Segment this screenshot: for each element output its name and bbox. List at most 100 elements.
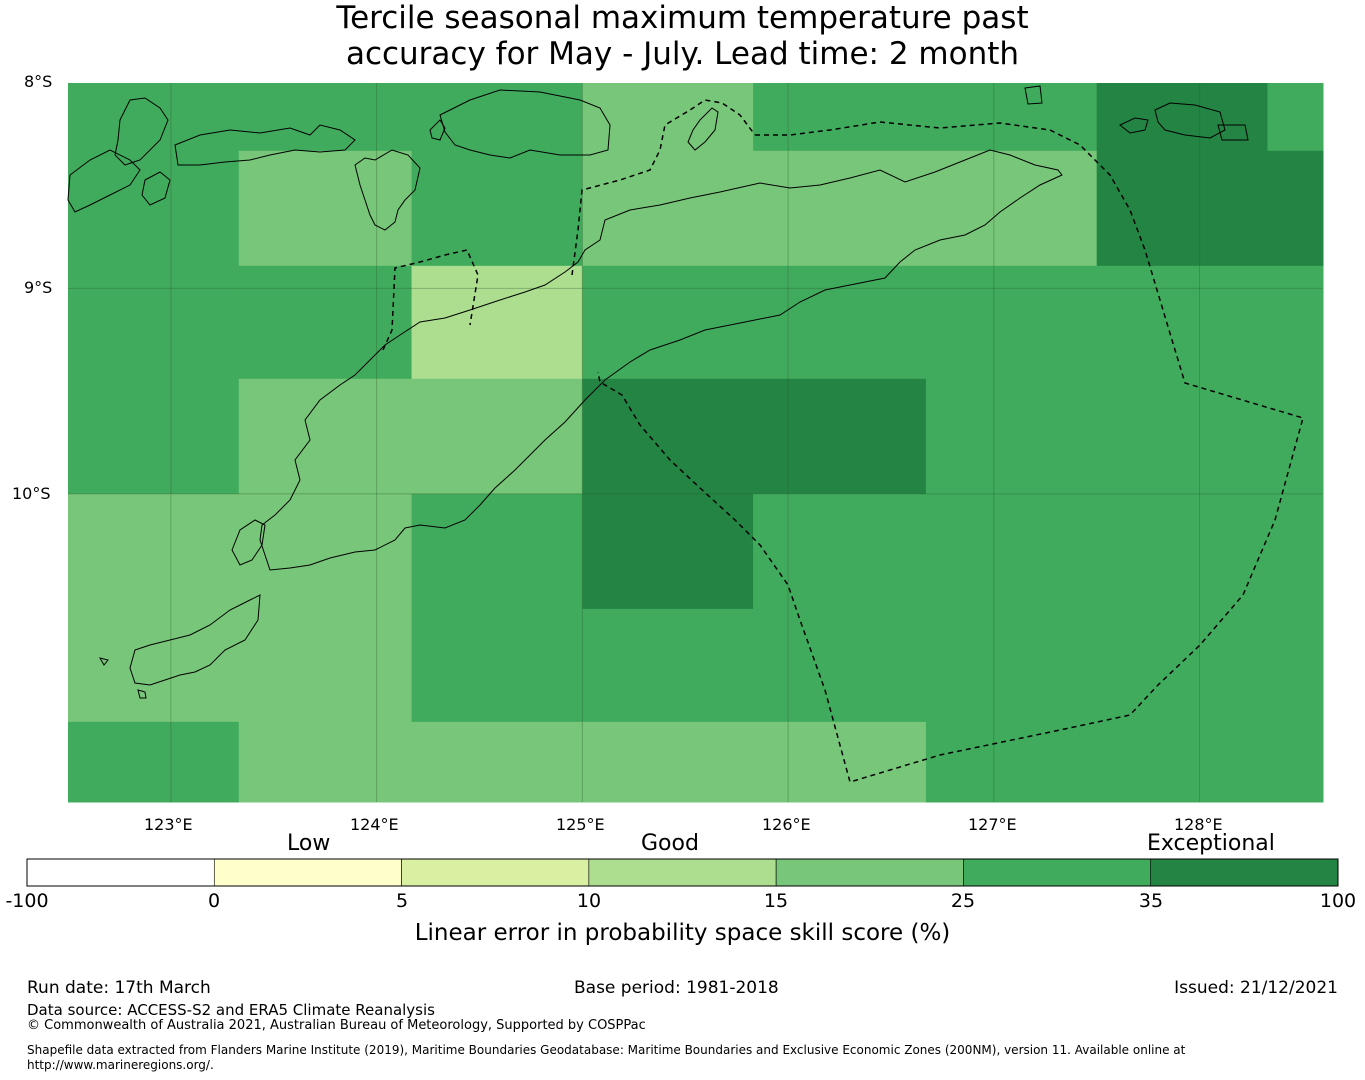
islet-moa [1154, 102, 1226, 139]
skill-cell [582, 608, 754, 723]
category-good: Good [641, 831, 699, 856]
lat-label-10s: 10°S [12, 484, 51, 503]
adonara-coastline [141, 171, 171, 206]
skill-cell [753, 265, 927, 380]
islet-lakor [1217, 124, 1249, 141]
shapefile-credit-line-2: http://www.marineregions.org/. [27, 1058, 214, 1072]
skill-cell [68, 493, 240, 610]
colorbar-swatch [963, 858, 1152, 887]
issued-date: Issued: 21/12/2021 [1174, 978, 1338, 998]
skill-cell [238, 608, 413, 723]
chart-title-line-2: accuracy for May - July. Lead time: 2 mo… [345, 36, 1020, 72]
skill-cell [1096, 265, 1268, 380]
colorbar-tick-minus100: -100 [5, 890, 49, 912]
lon-label-123e: 123°E [144, 815, 193, 834]
colorbar-swatch [401, 858, 590, 887]
skill-cell [238, 721, 413, 803]
semau-coastline [231, 519, 266, 566]
colorbar-swatch [1150, 858, 1339, 887]
lat-label-9s: 9°S [24, 278, 53, 297]
skill-cell [582, 493, 754, 610]
category-low: Low [287, 831, 331, 856]
copyright: © Commonwealth of Australia 2021, Austra… [27, 1018, 646, 1033]
skill-cell [238, 378, 413, 495]
islet-3 [98, 657, 109, 666]
islet-4 [137, 689, 147, 699]
maritime-boundary [382, 99, 1304, 783]
timor-coastline [259, 149, 1063, 571]
rote-coastline [129, 594, 261, 686]
colorbar-swatch [775, 858, 964, 887]
lon-label-126e: 126°E [762, 815, 811, 834]
colorbar-tick-0: 0 [207, 890, 221, 912]
skill-cell [1096, 721, 1268, 803]
skill-cell [68, 378, 240, 495]
graticule [68, 83, 1323, 802]
skill-cell [68, 150, 240, 267]
chart-title-line-1: Tercile seasonal maximum temperature pas… [336, 0, 1029, 36]
skill-cell [1267, 721, 1324, 803]
skill-cell [238, 83, 413, 152]
coastline [67, 85, 1249, 699]
colorbar-tick-35: 35 [1138, 890, 1164, 912]
skill-cell [68, 608, 240, 723]
north-eez-boundary [571, 99, 756, 276]
colorbar-swatch [213, 858, 402, 887]
lon-label-128e: 128°E [1174, 815, 1223, 834]
alor-coastline [174, 124, 356, 166]
lon-label-125e: 125°E [556, 815, 605, 834]
skill-cell [68, 721, 240, 803]
skill-cell [753, 378, 927, 495]
islet-leti [1119, 117, 1149, 134]
skill-cell [1267, 493, 1324, 610]
colorbar-swatch [588, 858, 777, 887]
skill-cell [411, 378, 583, 495]
skill-cell [925, 265, 1098, 380]
lon-label-127e: 127°E [968, 815, 1017, 834]
skill-cell [925, 493, 1098, 610]
colorbar-tick-100: 100 [1319, 890, 1357, 912]
islet-kisar [1024, 85, 1043, 105]
skill-cell [411, 150, 583, 267]
skill-cell [1096, 150, 1268, 267]
islet-1 [354, 149, 421, 231]
skill-cell [753, 608, 927, 723]
skill-cell [1096, 493, 1268, 610]
skill-cell [582, 721, 754, 803]
skill-cell [925, 150, 1098, 267]
skill-cell [68, 265, 240, 380]
skill-cell [582, 378, 754, 495]
timor-leste-eez-boundary [597, 121, 1304, 783]
wetar-coastline [439, 89, 611, 159]
skill-cell [753, 150, 927, 267]
skill-cell [1267, 378, 1324, 495]
shapefile-credit-line-1: Shapefile data extracted from Flanders M… [27, 1043, 1186, 1057]
skill-cell [1267, 150, 1324, 267]
skill-cell [925, 378, 1098, 495]
skill-cell [238, 493, 413, 610]
skill-cell [753, 721, 927, 803]
category-exceptional: Exceptional [1147, 831, 1275, 856]
skill-cell [411, 608, 583, 723]
skill-cell [1267, 83, 1324, 152]
skill-cell [411, 721, 583, 803]
skill-cell [1096, 378, 1268, 495]
skill-cell [582, 83, 754, 152]
run-date: Run date: 17th March [27, 978, 211, 998]
skill-cell [925, 721, 1098, 803]
skill-cell [582, 265, 754, 380]
lon-label-124e: 124°E [350, 815, 399, 834]
skill-cell [1096, 608, 1268, 723]
skill-cell [68, 83, 240, 152]
skill-cell [1267, 265, 1324, 380]
islet-2 [429, 119, 446, 141]
skill-cell [1267, 608, 1324, 723]
data-source: Data source: ACCESS-S2 and ERA5 Climate … [27, 1001, 435, 1019]
lat-label-8s: 8°S [24, 72, 53, 91]
base-period: Base period: 1981-2018 [574, 978, 779, 998]
atauro-coastline [687, 107, 719, 151]
colorbar-tick-15: 15 [763, 890, 789, 912]
colorbar-tick-5: 5 [395, 890, 409, 912]
